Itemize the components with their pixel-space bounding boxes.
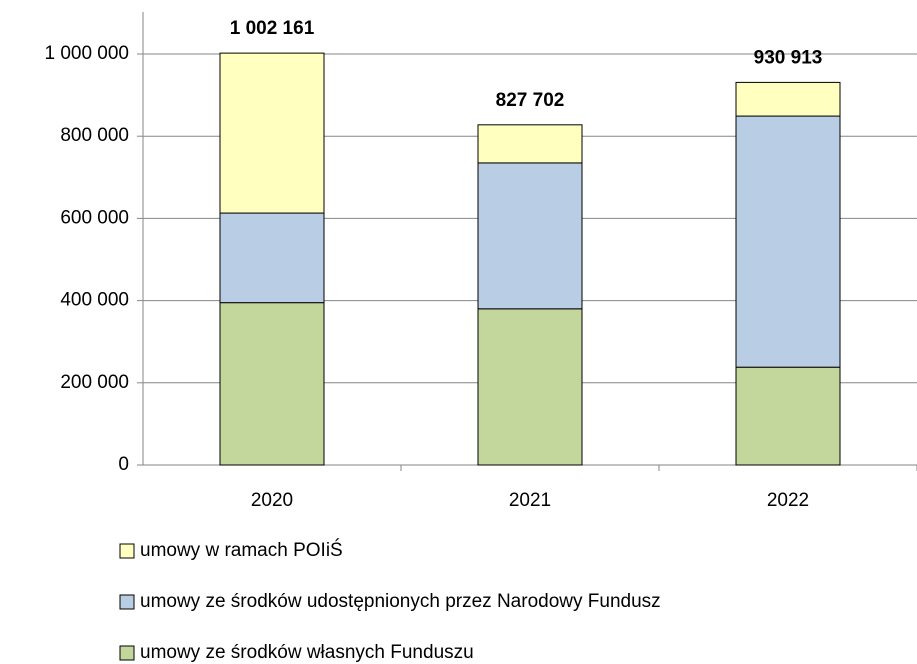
bar-segment <box>735 115 841 368</box>
x-tick-label: 2022 <box>767 490 809 511</box>
x-tick-label: 2021 <box>509 490 551 511</box>
y-tick-label: 400 000 <box>60 290 129 311</box>
total-label: 827 702 <box>496 90 565 111</box>
legend-swatch <box>119 645 135 661</box>
bar-segment <box>477 124 583 164</box>
total-label: 1 002 161 <box>230 18 315 39</box>
y-tick-label: 600 000 <box>60 207 129 228</box>
legend-label: umowy ze środków udostępnionych przez Na… <box>140 591 661 612</box>
legend-label: umowy ze środków własnych Funduszu <box>140 642 474 663</box>
bar-segment <box>477 162 583 310</box>
bar-segment <box>477 308 583 466</box>
legend-swatch <box>119 594 135 610</box>
bar-segment <box>735 366 841 466</box>
bar-segment <box>219 52 325 214</box>
y-tick-label: 0 <box>118 454 129 475</box>
y-tick-label: 1 000 000 <box>44 43 129 64</box>
y-tick-label: 800 000 <box>60 125 129 146</box>
legend-label: umowy w ramach POIiŚ <box>140 539 343 561</box>
bar-segment <box>735 81 841 117</box>
total-label: 930 913 <box>754 47 823 68</box>
x-tick-label: 2020 <box>251 490 293 511</box>
legend-swatch <box>119 543 135 559</box>
bar-segment <box>219 302 325 466</box>
y-tick-label: 200 000 <box>60 372 129 393</box>
bar-segment <box>219 212 325 304</box>
